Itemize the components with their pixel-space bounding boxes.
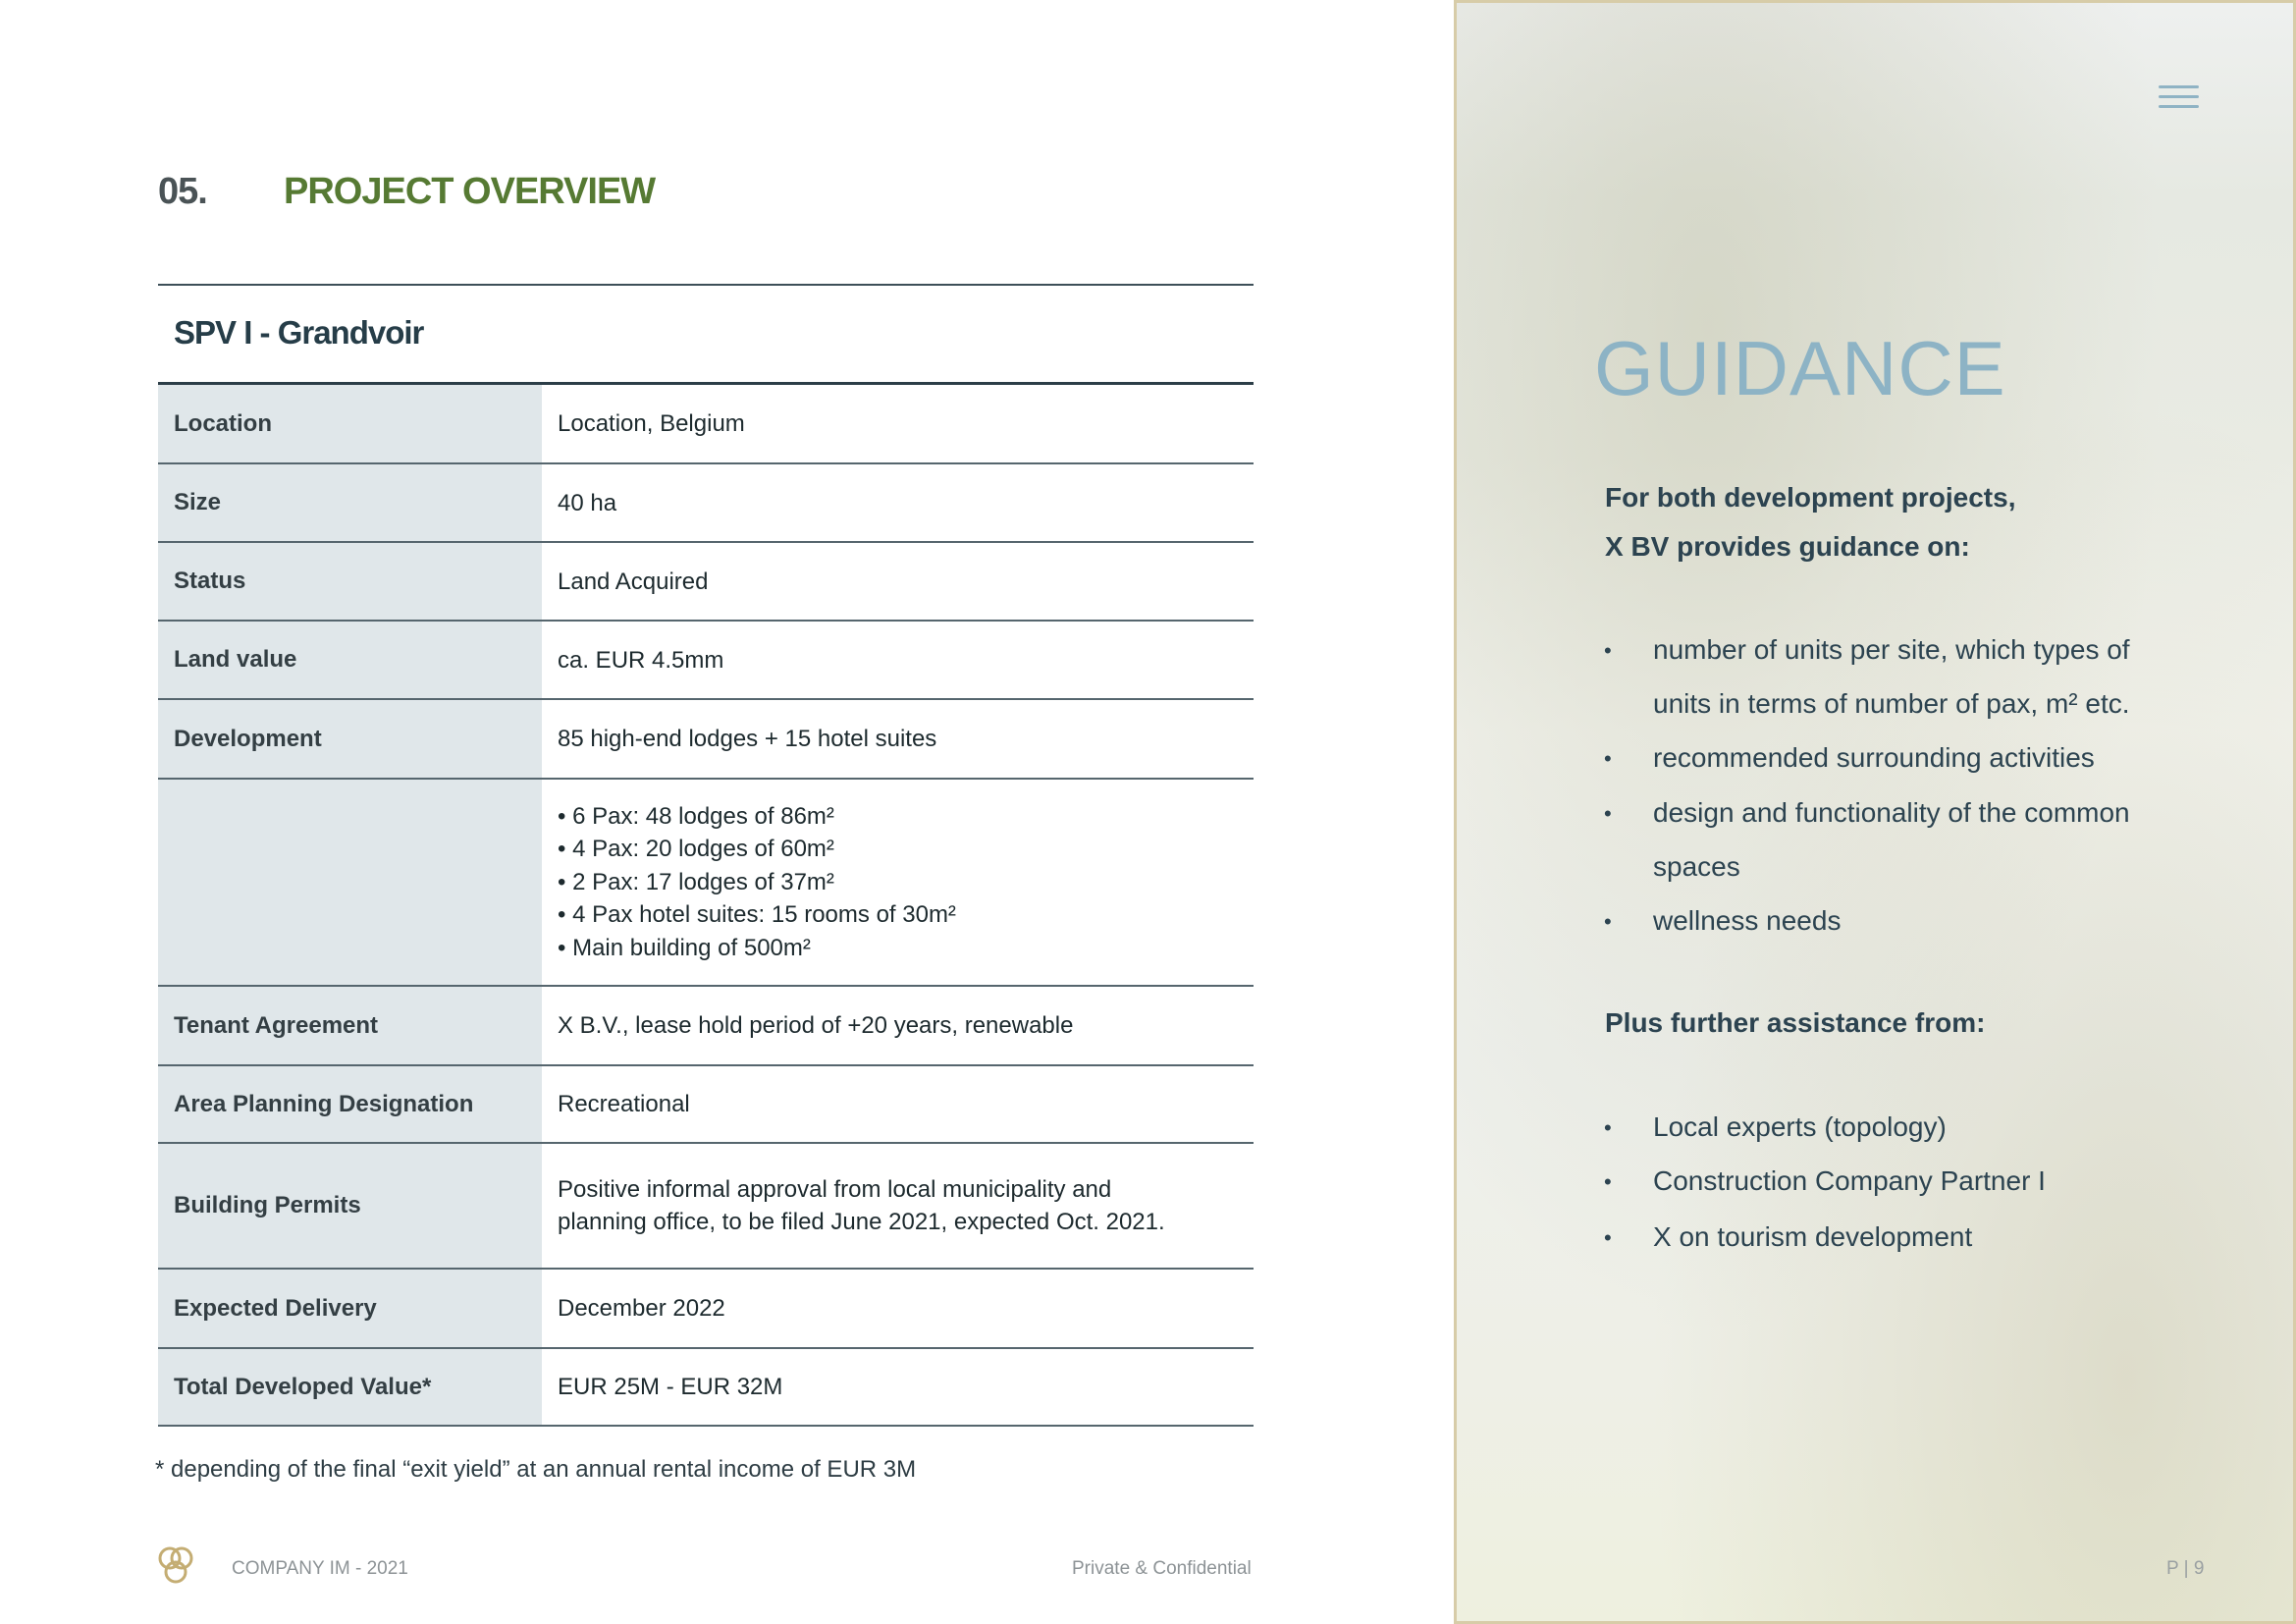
- row-value: • 6 Pax: 48 lodges of 86m² • 4 Pax: 20 lo…: [542, 780, 1254, 985]
- row-value-line: • 4 Pax hotel suites: 15 rooms of 30m²: [558, 901, 956, 929]
- guidance-bullet: recommended surrounding activities: [1653, 742, 2095, 773]
- spv-title: SPV I - Grandvoir: [174, 314, 424, 351]
- table-row: Development 85 high-end lodges + 15 hotel…: [158, 700, 1254, 780]
- section-number: 05.: [158, 171, 208, 212]
- footer-company: COMPANY IM - 2021: [232, 1558, 408, 1579]
- row-value: Location, Belgium: [542, 385, 1254, 462]
- row-label: Area Planning Designation: [158, 1066, 542, 1142]
- company-logo-icon: [158, 1546, 193, 1584]
- row-value: Land Acquired: [542, 543, 1254, 620]
- footnote: * depending of the final “exit yield” at…: [155, 1456, 917, 1483]
- further-bullet: Construction Company Partner I: [1653, 1165, 2046, 1196]
- row-value: December 2022: [542, 1270, 1254, 1347]
- table-row: Size 40 ha: [158, 464, 1254, 543]
- bullet-icon: •: [1604, 909, 1612, 934]
- bullet-icon: •: [1604, 746, 1612, 771]
- row-value: Positive informal approval from local mu…: [542, 1144, 1254, 1268]
- row-value-line: Recreational: [558, 1091, 690, 1117]
- bullet-icon: •: [1604, 801, 1612, 826]
- table-row: Land value ca. EUR 4.5mm: [158, 622, 1254, 700]
- row-value-line: • 2 Pax: 17 lodges of 37m²: [558, 868, 834, 895]
- row-value: Recreational: [542, 1066, 1254, 1142]
- table-row: Expected Delivery December 2022: [158, 1270, 1254, 1349]
- hamburger-menu-icon[interactable]: [2159, 85, 2199, 109]
- further-title: Plus further assistance from:: [1605, 1007, 1986, 1038]
- row-label: Total Developed Value*: [158, 1349, 542, 1425]
- guidance-intro: For both development projects,: [1605, 482, 2016, 513]
- bullet-icon: •: [1604, 1169, 1612, 1194]
- row-value-line: X B.V., lease hold period of +20 years, …: [558, 1012, 1074, 1039]
- guidance-bullet: design and functionality of the common: [1653, 797, 2130, 828]
- guidance-bullet: units in terms of number of pax, m² etc.: [1653, 688, 2130, 719]
- table-row: Tenant Agreement X B.V., lease hold perio…: [158, 987, 1254, 1066]
- project-table: Location Location, Belgium Size 40 ha Status…: [158, 382, 1254, 1427]
- guidance-panel: [1454, 0, 2296, 1624]
- row-value-line: Location, Belgium: [558, 410, 745, 437]
- page-number: P | 9: [2166, 1558, 2205, 1579]
- table-row: • 6 Pax: 48 lodges of 86m² • 4 Pax: 20 lo…: [158, 780, 1254, 987]
- guidance-bullet: spaces: [1653, 851, 1740, 882]
- bullet-icon: •: [1604, 638, 1612, 663]
- row-value-line: • 4 Pax: 20 lodges of 60m²: [558, 836, 834, 863]
- table-row: Total Developed Value* EUR 25M - EUR 32M: [158, 1349, 1254, 1427]
- row-value: 40 ha: [542, 464, 1254, 541]
- row-label: Development: [158, 700, 542, 778]
- bullet-icon: •: [1604, 1115, 1612, 1140]
- row-value: 85 high-end lodges + 15 hotel suites: [542, 700, 1254, 778]
- table-row: Status Land Acquired: [158, 543, 1254, 622]
- row-label: [158, 780, 542, 985]
- row-label: Tenant Agreement: [158, 987, 542, 1064]
- table-row: Building Permits Positive informal approv…: [158, 1144, 1254, 1270]
- row-value: EUR 25M - EUR 32M: [542, 1349, 1254, 1425]
- row-value-line: December 2022: [558, 1295, 725, 1322]
- section-title: PROJECT OVERVIEW: [284, 171, 656, 212]
- footer-confidential: Private & Confidential: [1072, 1558, 1252, 1579]
- row-value-line: ca. EUR 4.5mm: [558, 646, 724, 674]
- divider: [158, 284, 1254, 286]
- table-row: Area Planning Designation Recreational: [158, 1066, 1254, 1144]
- row-label: Land value: [158, 622, 542, 698]
- row-label: Size: [158, 464, 542, 541]
- row-label: Status: [158, 543, 542, 620]
- row-label: Expected Delivery: [158, 1270, 542, 1347]
- guidance-bullet: number of units per site, which types of: [1653, 634, 2130, 665]
- row-value-line: • 6 Pax: 48 lodges of 86m²: [558, 802, 834, 830]
- row-value-line: 85 high-end lodges + 15 hotel suites: [558, 726, 937, 752]
- row-value: X B.V., lease hold period of +20 years, …: [542, 987, 1254, 1064]
- row-value-line: EUR 25M - EUR 32M: [558, 1374, 783, 1400]
- row-value-line: planning office, to be filed June 2021, …: [558, 1209, 1165, 1235]
- guidance-bullet: wellness needs: [1653, 905, 1842, 936]
- guidance-title: GUIDANCE: [1594, 325, 2006, 411]
- bullet-icon: •: [1604, 1225, 1612, 1250]
- row-value-line: 40 ha: [558, 489, 617, 516]
- row-value-line: Land Acquired: [558, 568, 709, 595]
- row-label: Building Permits: [158, 1144, 542, 1268]
- row-label: Location: [158, 385, 542, 462]
- row-value: ca. EUR 4.5mm: [542, 622, 1254, 698]
- table-row: Location Location, Belgium: [158, 385, 1254, 464]
- further-bullet: Local experts (topology): [1653, 1111, 1947, 1142]
- row-value-line: • Main building of 500m²: [558, 934, 811, 961]
- guidance-intro: X BV provides guidance on:: [1605, 531, 1970, 562]
- further-bullet: X on tourism development: [1653, 1221, 1973, 1252]
- row-value-line: Positive informal approval from local mu…: [558, 1176, 1112, 1203]
